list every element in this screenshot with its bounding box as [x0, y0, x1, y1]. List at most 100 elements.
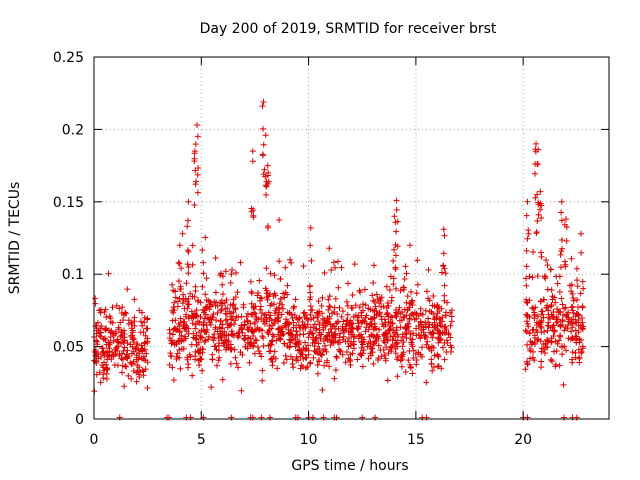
data-point [305, 334, 312, 341]
data-point [331, 375, 338, 382]
data-point [259, 377, 266, 384]
data-point [559, 301, 566, 308]
data-point [398, 352, 405, 359]
data-point [406, 316, 413, 323]
data-point [538, 364, 545, 371]
data-point [261, 312, 268, 319]
data-point [172, 294, 179, 301]
data-point [233, 360, 240, 367]
data-point [538, 348, 545, 355]
data-point [226, 308, 233, 315]
data-point [97, 333, 104, 340]
data-point [543, 257, 550, 264]
data-point [361, 318, 368, 325]
data-point [350, 341, 357, 348]
data-point [346, 322, 353, 329]
data-point [375, 342, 382, 349]
data-point [390, 281, 397, 288]
data-point [529, 274, 536, 281]
data-point [389, 337, 396, 344]
data-point [440, 263, 447, 270]
data-point [549, 293, 556, 300]
data-point [94, 319, 101, 326]
data-point [417, 318, 424, 325]
data-point [330, 259, 337, 266]
data-point [218, 270, 225, 277]
data-point [252, 310, 259, 317]
data-point [431, 352, 438, 359]
data-point [440, 250, 447, 257]
data-point [541, 273, 548, 280]
data-point [271, 320, 278, 327]
data-point [579, 326, 586, 333]
data-point [389, 342, 396, 349]
data-point [434, 303, 441, 310]
data-point [540, 341, 547, 348]
data-point [376, 300, 383, 307]
data-point [348, 329, 355, 336]
data-point [561, 221, 568, 228]
data-point [264, 223, 271, 230]
data-point [192, 348, 199, 355]
data-point [103, 313, 110, 320]
data-point [204, 314, 211, 321]
data-point [368, 352, 375, 359]
data-point [317, 335, 324, 342]
data-point [241, 321, 248, 328]
data-point [233, 269, 240, 276]
data-point [324, 320, 331, 327]
data-point [558, 198, 565, 205]
data-point [376, 295, 383, 302]
data-point [547, 303, 554, 310]
data-point [129, 332, 136, 339]
data-point [573, 335, 580, 342]
data-point [429, 367, 436, 374]
data-point [234, 334, 241, 341]
data-point [534, 273, 541, 280]
data-point [121, 344, 128, 351]
data-point [396, 317, 403, 324]
data-point [410, 347, 417, 354]
data-point [196, 362, 203, 369]
data-point [139, 367, 146, 374]
data-point [184, 223, 191, 230]
data-point [402, 368, 409, 375]
data-point [266, 315, 273, 322]
data-point [558, 237, 565, 244]
data-point [211, 331, 218, 338]
data-point [409, 297, 416, 304]
data-point [564, 322, 571, 329]
data-point [248, 328, 255, 335]
data-point [540, 296, 547, 303]
data-point [331, 309, 338, 316]
data-point [544, 262, 551, 269]
x-tick-label: 10 [300, 432, 318, 448]
data-point [205, 336, 212, 343]
data-point [530, 348, 537, 355]
data-point [95, 327, 102, 334]
data-point [577, 230, 584, 237]
data-point [392, 285, 399, 292]
data-point [171, 299, 178, 306]
data-point [576, 359, 583, 366]
data-point [230, 321, 237, 328]
data-point [261, 166, 268, 173]
data-point [101, 308, 108, 315]
data-point [350, 334, 357, 341]
data-point [234, 289, 241, 296]
data-point [443, 337, 450, 344]
y-tick-label: 0.05 [53, 340, 84, 356]
data-point [572, 327, 579, 334]
data-point [345, 335, 352, 342]
data-point [568, 304, 575, 311]
data-points [91, 98, 587, 421]
data-point [406, 242, 413, 249]
data-point [538, 311, 545, 318]
data-point [570, 295, 577, 302]
data-point [358, 309, 365, 316]
data-point [550, 322, 557, 329]
data-point [326, 363, 333, 370]
data-point [333, 353, 340, 360]
data-point [370, 326, 377, 333]
data-point [313, 334, 320, 341]
